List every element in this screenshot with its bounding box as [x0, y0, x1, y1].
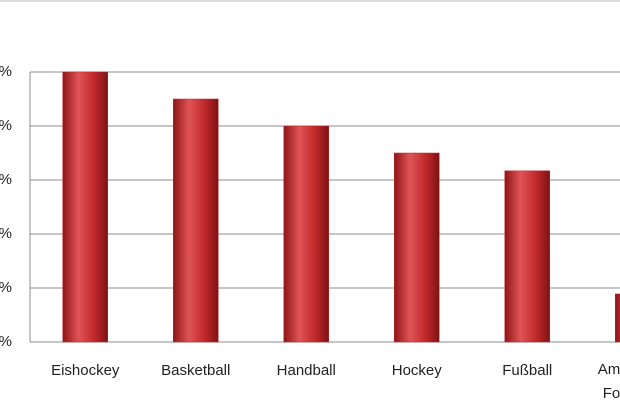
x-tick-label: Basketball — [161, 362, 230, 379]
x-tick-label: Fo — [603, 385, 620, 402]
x-tick-label: Handball — [277, 362, 336, 379]
x-tick-label: Hockey — [392, 362, 443, 379]
y-tick-label: % — [0, 63, 12, 80]
y-tick-label: % — [0, 279, 12, 296]
bar — [615, 293, 620, 343]
x-tick-label: Fußball — [502, 362, 552, 379]
y-tick-label: % — [0, 117, 12, 134]
x-tick-label: Eishockey — [51, 362, 120, 379]
y-tick-label: % — [0, 333, 12, 350]
bar — [62, 71, 108, 343]
y-tick-label: % — [0, 171, 12, 188]
bar — [283, 125, 329, 343]
bar — [504, 170, 550, 343]
x-tick-label: Am — [598, 361, 620, 378]
bar — [394, 152, 440, 343]
y-tick-label: % — [0, 225, 12, 242]
bar — [173, 98, 219, 343]
